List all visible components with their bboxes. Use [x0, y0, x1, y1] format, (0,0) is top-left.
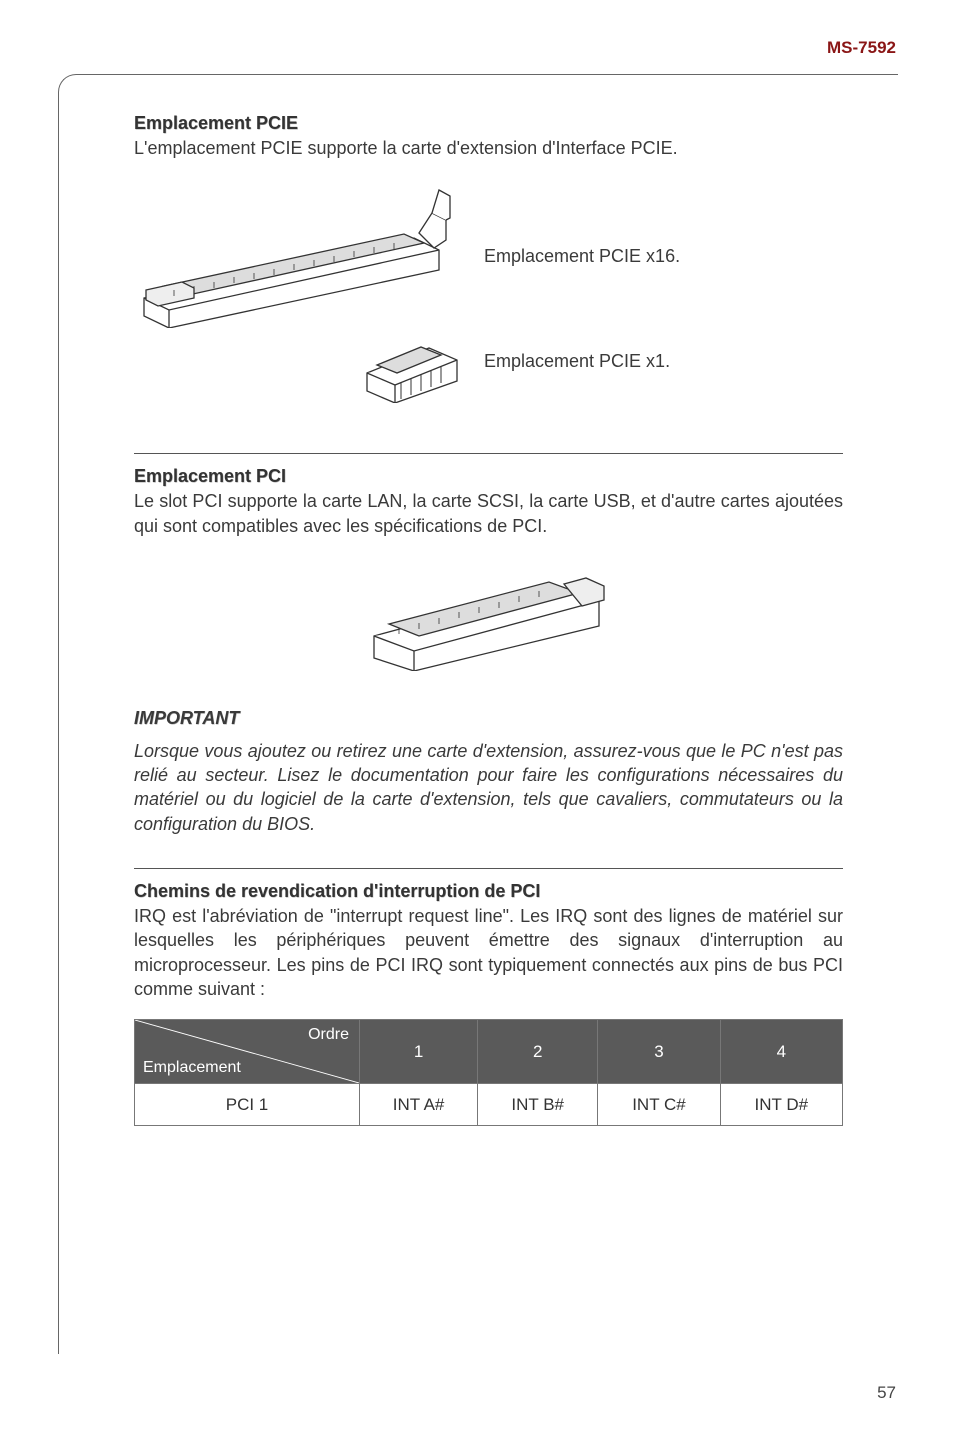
page-number: 57: [877, 1383, 896, 1403]
page-frame: Emplacement PCIE L'emplacement PCIE supp…: [58, 74, 898, 1354]
diag-label-top: Ordre: [308, 1026, 349, 1044]
table-row: PCI 1 INT A# INT B# INT C# INT D#: [135, 1084, 843, 1126]
label-pcie-x16: Emplacement PCIE x16.: [484, 246, 680, 267]
model-number: MS-7592: [827, 38, 896, 58]
col-header-4: 4: [720, 1020, 842, 1084]
pci-slot-icon: [364, 566, 614, 671]
pci-slot-illustration: [134, 566, 843, 676]
section-title-pci: Emplacement PCI: [134, 466, 843, 487]
col-header-1: 1: [360, 1020, 478, 1084]
table-header-row: Ordre Emplacement 1 2 3 4: [135, 1020, 843, 1084]
important-title: IMPORTANT: [134, 708, 843, 729]
pcie-x1-slot-icon: [359, 333, 469, 403]
section-title-pcie: Emplacement PCIE: [134, 113, 843, 134]
divider: [134, 453, 843, 454]
irq-table: Ordre Emplacement 1 2 3 4 PCI 1 INT A# I…: [134, 1019, 843, 1126]
important-body: Lorsque vous ajoutez ou retirez une cart…: [134, 739, 843, 836]
cell: INT A#: [360, 1084, 478, 1126]
pcie-x16-slot-icon: [134, 178, 459, 328]
section-body-irq: IRQ est l'abréviation de "interrupt requ…: [134, 904, 843, 1001]
diagonal-header-cell: Ordre Emplacement: [135, 1020, 360, 1084]
section-title-irq: Chemins de revendication d'interruption …: [134, 881, 843, 902]
cell: INT C#: [598, 1084, 720, 1126]
col-header-2: 2: [478, 1020, 598, 1084]
section-body-pcie: L'emplacement PCIE supporte la carte d'e…: [134, 136, 843, 160]
label-pcie-x1: Emplacement PCIE x1.: [484, 351, 670, 372]
cell: INT B#: [478, 1084, 598, 1126]
section-body-pci: Le slot PCI supporte la carte LAN, la ca…: [134, 489, 843, 538]
row-label: PCI 1: [135, 1084, 360, 1126]
diag-label-bottom: Emplacement: [143, 1059, 241, 1077]
pcie-illustration-block: Emplacement PCIE x16. Emplacement PCIE x…: [134, 178, 843, 413]
cell: INT D#: [720, 1084, 842, 1126]
divider: [134, 868, 843, 869]
col-header-3: 3: [598, 1020, 720, 1084]
